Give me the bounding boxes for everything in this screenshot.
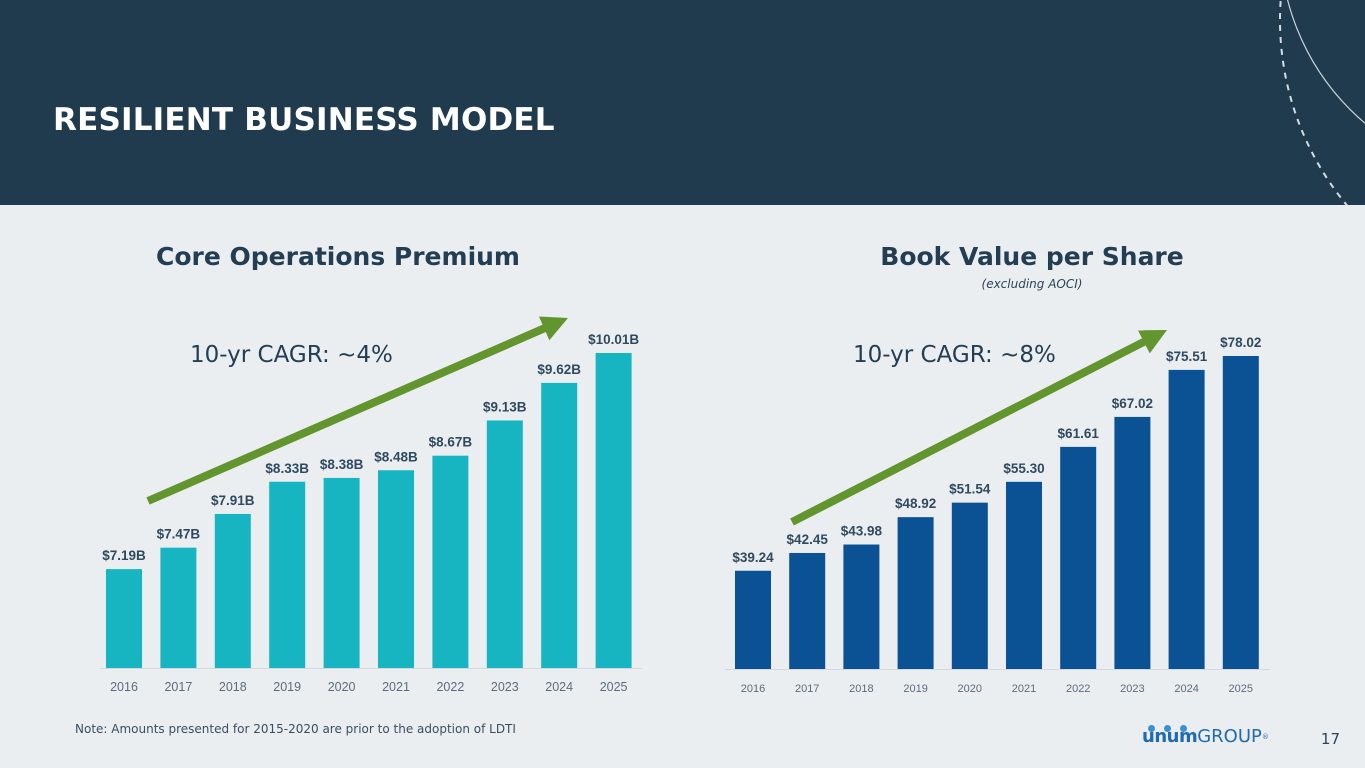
bvps-trend-arrow-head [1137,330,1167,354]
premium-bar [160,547,197,668]
premium-tick-label: 2016 [110,680,138,694]
premium-bar [541,382,578,668]
premium-tick-label: 2019 [273,680,301,694]
logo-registered-mark: ® [1261,733,1269,741]
premium-tick-label: 2025 [600,680,628,694]
premium-data-label: $7.91B [211,493,255,508]
premium-cagr-annotation: 10-yr CAGR: ~4% [190,342,393,368]
bvps-tick-label: 2019 [903,683,927,695]
premium-tick-label: 2021 [382,680,410,694]
bvps-tick-label: 2023 [1120,683,1144,695]
bvps-bar [1114,416,1151,669]
bvps-data-label: $75.51 [1166,349,1208,364]
bvps-trend-arrow-line [790,337,1148,526]
slide-title: RESILIENT BUSINESS MODEL [53,102,555,138]
bvps-bar [1060,446,1097,669]
bvps-bar [951,502,988,669]
header-banner: RESILIENT BUSINESS MODEL [0,0,1365,205]
bvps-tick-label: 2018 [849,683,873,695]
premium-data-label: $8.48B [374,449,418,464]
premium-tick-label: 2022 [436,680,464,694]
bvps-bar [735,570,771,669]
bvps-chart-subtitle: (excluding AOCI) [981,277,1083,291]
bvps-chart-title: Book Value per Share [880,242,1184,271]
bvps-tick-label: 2024 [1174,683,1198,695]
premium-bar [323,477,360,668]
bvps-tick-label: 2025 [1229,683,1253,695]
logo-dots-icon [1148,719,1196,732]
bvps-bar [843,544,880,669]
premium-data-label: $8.33B [265,461,309,476]
bvps-bar [1222,356,1259,669]
premium-bar [378,470,414,668]
bvps-data-label: $51.54 [949,482,991,497]
bvps-bar [1168,369,1205,669]
premium-bar [106,569,142,668]
logo-brand-text: unum [1142,726,1198,747]
footnote: Note: Amounts presented for 2015-2020 ar… [75,722,516,736]
bvps-data-label: $39.24 [732,550,774,565]
bvps-tick-label: 2022 [1066,683,1090,695]
premium-trend-arrow-head [538,316,568,341]
premium-data-label: $8.67B [429,435,473,450]
premium-tick-label: 2024 [545,680,573,694]
bvps-tick-label: 2020 [958,683,982,695]
premium-bar [432,455,469,668]
premium-data-label: $7.47B [157,527,201,542]
premium-tick-label: 2020 [328,680,356,694]
bvps-bar [1006,481,1042,669]
premium-data-label: $8.38B [320,457,364,472]
premium-tick-label: 2017 [164,680,192,694]
logo-suffix-text: GROUP [1197,726,1262,747]
premium-tick-label: 2023 [491,680,519,694]
premium-data-label: $9.62B [537,362,581,377]
bvps-data-label: $42.45 [787,532,829,547]
bvps-cagr-annotation: 10-yr CAGR: ~8% [853,342,1056,368]
bvps-data-label: $78.02 [1220,335,1261,350]
bvps-tick-label: 2021 [1012,683,1036,695]
premium-chart-title: Core Operations Premium [156,242,520,271]
bvps-data-label: $55.30 [1003,461,1044,476]
premium-bar [486,420,523,668]
bvps-data-label: $43.98 [841,524,883,539]
bvps-tick-label: 2016 [741,683,765,695]
bvps-data-label: $67.02 [1112,396,1153,411]
premium-bar-chart: $7.19B 2016 $7.47B 2017 $7.91B 2018 $8.33B 2019… [100,316,642,694]
premium-bar [214,513,251,668]
premium-data-label: $9.13B [483,399,527,414]
bvps-data-label: $61.61 [1058,426,1100,441]
premium-data-label: $10.01B [588,332,639,347]
bvps-bar [789,552,826,669]
premium-bar [269,481,306,668]
bvps-bar [897,517,934,669]
premium-data-label: $7.19B [102,548,146,563]
premium-tick-label: 2018 [219,680,247,694]
bvps-data-label: $48.92 [895,496,936,511]
premium-bar [595,353,632,668]
bvps-bar-chart: $39.24 2016 $42.45 2017 $43.98 2018 $48.92 2019… [725,330,1270,695]
premium-trend-arrow-line [146,323,548,505]
page-number: 17 [1320,730,1340,748]
bvps-tick-label: 2017 [795,683,819,695]
unum-group-logo: unumGROUP® [1142,719,1292,747]
